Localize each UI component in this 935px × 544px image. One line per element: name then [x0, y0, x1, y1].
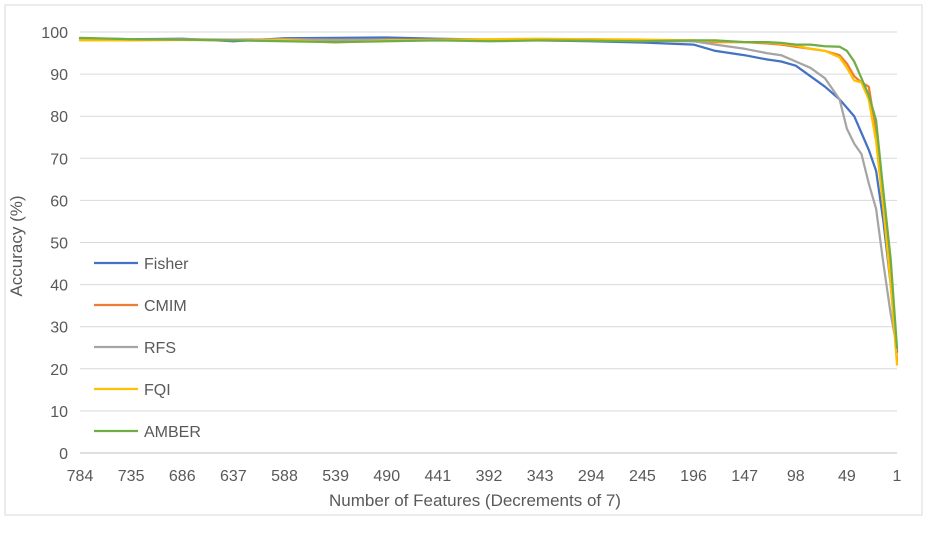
legend-label-amber: AMBER: [144, 424, 201, 441]
legend: Fisher CMIM RFS FQI AMBER: [94, 256, 201, 441]
y-axis-label: Accuracy (%): [7, 195, 26, 296]
x-axis-label: Number of Features (Decrements of 7): [329, 491, 621, 510]
x-tick-label: 147: [731, 468, 758, 485]
grid-lines: [80, 31, 897, 454]
legend-label-fqi: FQI: [144, 382, 171, 399]
x-tick-label: 637: [220, 468, 247, 485]
chart-frame: [4, 4, 923, 516]
x-tick-label: 196: [680, 468, 707, 485]
x-tick-label: 588: [271, 468, 298, 485]
y-tick-label: 50: [50, 236, 68, 253]
x-tick-label: 735: [118, 468, 145, 485]
legend-label-rfs: RFS: [144, 340, 176, 357]
y-tick-label: 20: [50, 362, 68, 379]
x-tick-label: 784: [67, 468, 94, 485]
x-tick-label: 490: [373, 468, 400, 485]
series-lines: [78, 36, 899, 366]
y-axis-ticks: 0 10 20 30 40 50 60 70 80 90 100: [41, 25, 68, 463]
y-tick-label: 70: [50, 151, 68, 168]
legend-label-cmim: CMIM: [144, 298, 187, 315]
series-line-amber: [78, 36, 899, 349]
y-tick-label: 30: [50, 320, 68, 337]
x-tick-label: 686: [169, 468, 196, 485]
x-tick-label: 294: [578, 468, 605, 485]
x-tick-label: 343: [527, 468, 554, 485]
series-line-rfs: [78, 37, 899, 349]
x-tick-label: 245: [629, 468, 656, 485]
x-axis-ticks: 784 735 686 637 588 539 490 441 392 343 294 245 196 1…: [67, 468, 902, 485]
y-tick-label: 60: [50, 193, 68, 210]
x-tick-label: 1: [893, 468, 902, 485]
y-tick-label: 10: [50, 404, 68, 421]
y-tick-label: 100: [41, 25, 68, 42]
x-tick-label: 98: [787, 468, 805, 485]
x-tick-label: 539: [322, 468, 349, 485]
x-tick-label: 49: [838, 468, 856, 485]
legend-label-fisher: Fisher: [144, 256, 189, 273]
y-tick-label: 0: [59, 446, 68, 463]
x-tick-label: 392: [476, 468, 503, 485]
y-tick-label: 80: [50, 109, 68, 126]
y-tick-label: 40: [50, 278, 68, 295]
y-tick-label: 90: [50, 67, 68, 84]
series-line-fisher: [78, 36, 899, 354]
x-tick-label: 441: [425, 468, 452, 485]
